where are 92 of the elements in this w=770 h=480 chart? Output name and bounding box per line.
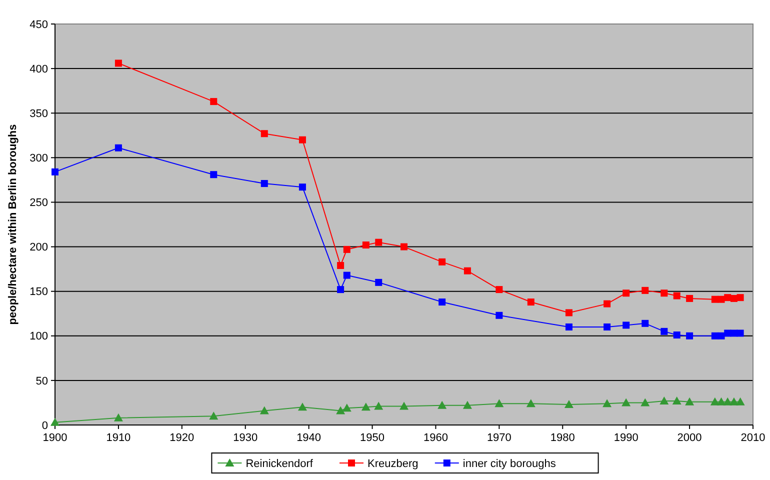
- point: [686, 332, 694, 340]
- point: [342, 404, 352, 412]
- point: [50, 418, 60, 426]
- point: [114, 60, 122, 67]
- point: [736, 294, 744, 302]
- y-tick-label: 400: [30, 63, 48, 76]
- point: [438, 258, 446, 266]
- x-tick-label: 1990: [614, 432, 638, 444]
- point: [260, 180, 268, 188]
- y-tick-label: 100: [30, 330, 48, 343]
- x-tick-label: 1900: [42, 432, 68, 444]
- point: [114, 413, 123, 422]
- point: [642, 320, 649, 327]
- point: [260, 130, 268, 138]
- point: [210, 98, 218, 106]
- y-tick-label: 250: [30, 197, 48, 210]
- legend-label: Reinickendorf: [246, 458, 314, 470]
- point: [464, 267, 471, 274]
- y-tick-label: 450: [30, 18, 48, 31]
- point: [494, 399, 504, 408]
- y-axis-title: people/hectare within Berlin boroughs: [7, 124, 19, 325]
- point: [336, 406, 346, 414]
- point: [622, 322, 630, 329]
- point: [711, 332, 718, 340]
- x-tick-label: 1960: [423, 432, 448, 444]
- point: [686, 294, 694, 302]
- y-tick-label: 350: [30, 108, 48, 120]
- point: [672, 396, 682, 404]
- x-tick-label: 1940: [296, 432, 322, 444]
- point: [337, 286, 344, 294]
- point: [723, 397, 732, 406]
- point: [298, 184, 306, 191]
- x-tick-label: 1950: [360, 432, 385, 444]
- point: [343, 246, 350, 253]
- point: [375, 278, 382, 286]
- point: [496, 286, 503, 294]
- x-tick-label: 1980: [550, 432, 575, 444]
- point: [660, 290, 668, 297]
- point: [602, 399, 612, 408]
- point: [260, 406, 269, 414]
- point: [622, 290, 630, 297]
- point: [400, 243, 408, 250]
- point: [640, 398, 650, 406]
- point: [210, 171, 218, 178]
- x-tick-label: 2000: [677, 432, 702, 444]
- point: [673, 292, 680, 300]
- x-tick-label: 2010: [740, 432, 766, 444]
- point: [564, 400, 574, 408]
- y-tick-label: 0: [42, 420, 48, 432]
- x-tick-label: 1970: [486, 432, 512, 444]
- point: [736, 397, 745, 406]
- point: [685, 397, 694, 406]
- y-tick-label: 50: [36, 375, 48, 388]
- y-tick-label: 300: [30, 152, 48, 165]
- point: [710, 397, 720, 406]
- x-tick-label: 1930: [233, 432, 258, 444]
- point: [736, 330, 744, 337]
- point: [298, 136, 306, 144]
- point: [729, 397, 738, 406]
- point: [604, 300, 611, 308]
- point: [438, 298, 446, 306]
- point: [52, 168, 58, 176]
- point: [622, 398, 631, 406]
- point: [362, 241, 370, 248]
- x-tick-label: 1920: [170, 432, 194, 444]
- point: [565, 323, 572, 330]
- point: [114, 144, 122, 152]
- point: [711, 296, 718, 303]
- point: [642, 286, 649, 294]
- point: [209, 412, 218, 420]
- y-tick-label: 200: [30, 242, 48, 254]
- point: [496, 312, 503, 319]
- point: [400, 402, 408, 410]
- point: [604, 323, 611, 330]
- point: [343, 272, 350, 279]
- legend-label: inner city boroughs: [462, 458, 556, 470]
- point: [526, 399, 536, 408]
- point: [375, 238, 382, 246]
- point: [374, 402, 384, 410]
- point: [660, 328, 668, 335]
- point: [527, 298, 534, 306]
- point: [298, 402, 307, 411]
- point: [361, 402, 370, 411]
- x-tick-label: 1910: [106, 432, 131, 444]
- point: [337, 262, 344, 269]
- point: [438, 400, 447, 409]
- point: [660, 396, 669, 404]
- legend-label: Kreuzberg: [368, 458, 418, 470]
- point: [673, 332, 680, 338]
- point: [462, 400, 472, 409]
- point: [565, 309, 572, 316]
- y-tick-label: 150: [30, 286, 48, 298]
